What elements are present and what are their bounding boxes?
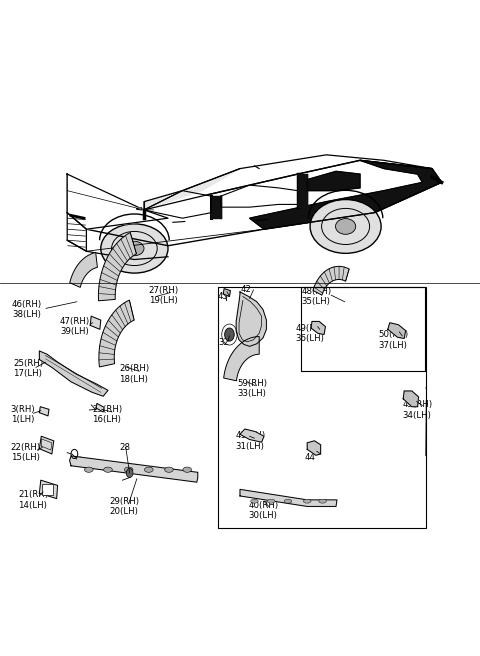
Ellipse shape bbox=[284, 499, 292, 503]
Polygon shape bbox=[221, 185, 298, 207]
Polygon shape bbox=[39, 436, 54, 454]
Polygon shape bbox=[250, 160, 442, 229]
Polygon shape bbox=[98, 232, 136, 301]
Polygon shape bbox=[240, 489, 337, 506]
Ellipse shape bbox=[124, 467, 133, 472]
Text: 41(RH)
31(LH): 41(RH) 31(LH) bbox=[235, 431, 265, 451]
Text: 42: 42 bbox=[241, 285, 252, 295]
Bar bbox=[218, 287, 426, 528]
Ellipse shape bbox=[336, 218, 356, 234]
Polygon shape bbox=[39, 480, 58, 499]
Polygon shape bbox=[99, 300, 134, 367]
Text: 49(RH)
36(LH): 49(RH) 36(LH) bbox=[296, 323, 325, 343]
Text: 50(RH)
37(LH): 50(RH) 37(LH) bbox=[378, 330, 408, 350]
Text: 32: 32 bbox=[219, 338, 230, 347]
Polygon shape bbox=[67, 213, 86, 251]
Bar bbox=[42, 484, 53, 495]
Ellipse shape bbox=[303, 499, 311, 503]
Text: 28: 28 bbox=[119, 443, 130, 452]
Polygon shape bbox=[70, 253, 97, 287]
Text: 45(RH)
34(LH): 45(RH) 34(LH) bbox=[402, 400, 432, 420]
Ellipse shape bbox=[101, 224, 168, 273]
Polygon shape bbox=[39, 351, 108, 396]
Bar bbox=[301, 287, 425, 371]
Text: 25(RH)
17(LH): 25(RH) 17(LH) bbox=[13, 359, 44, 379]
Polygon shape bbox=[223, 289, 230, 297]
Polygon shape bbox=[70, 456, 198, 482]
Polygon shape bbox=[388, 323, 406, 338]
Polygon shape bbox=[67, 174, 168, 229]
Text: 43: 43 bbox=[218, 292, 229, 301]
Ellipse shape bbox=[125, 241, 144, 256]
Polygon shape bbox=[144, 169, 240, 210]
Polygon shape bbox=[144, 191, 211, 218]
Text: 59(RH)
33(LH): 59(RH) 33(LH) bbox=[237, 379, 267, 398]
Ellipse shape bbox=[251, 499, 258, 503]
Ellipse shape bbox=[84, 467, 93, 472]
Polygon shape bbox=[403, 391, 419, 407]
Polygon shape bbox=[90, 316, 101, 329]
Ellipse shape bbox=[319, 499, 326, 503]
Ellipse shape bbox=[267, 499, 275, 503]
Polygon shape bbox=[144, 155, 432, 210]
Text: 44: 44 bbox=[305, 453, 316, 462]
Polygon shape bbox=[307, 171, 360, 191]
Ellipse shape bbox=[104, 467, 112, 472]
Text: 3(RH)
1(LH): 3(RH) 1(LH) bbox=[11, 405, 35, 424]
Polygon shape bbox=[311, 321, 325, 335]
Polygon shape bbox=[236, 292, 266, 346]
Text: 26(RH)
18(LH): 26(RH) 18(LH) bbox=[119, 364, 149, 384]
Text: 21(RH)
14(LH): 21(RH) 14(LH) bbox=[18, 490, 48, 510]
Polygon shape bbox=[307, 441, 321, 455]
Text: 24: 24 bbox=[71, 456, 82, 465]
Ellipse shape bbox=[183, 467, 192, 472]
Text: 40(RH)
30(LH): 40(RH) 30(LH) bbox=[249, 501, 279, 520]
Polygon shape bbox=[67, 160, 442, 246]
Circle shape bbox=[126, 468, 133, 478]
Polygon shape bbox=[96, 403, 104, 412]
Circle shape bbox=[225, 328, 234, 341]
Polygon shape bbox=[137, 208, 142, 210]
Polygon shape bbox=[39, 407, 49, 416]
Text: 47(RH)
39(LH): 47(RH) 39(LH) bbox=[60, 317, 90, 337]
Polygon shape bbox=[313, 266, 349, 295]
Polygon shape bbox=[224, 337, 259, 380]
Text: 23(RH)
16(LH): 23(RH) 16(LH) bbox=[92, 405, 122, 424]
Text: 22(RH)
15(LH): 22(RH) 15(LH) bbox=[11, 443, 41, 462]
Ellipse shape bbox=[144, 467, 153, 472]
Polygon shape bbox=[240, 429, 264, 442]
Polygon shape bbox=[211, 196, 221, 218]
Text: 29(RH)
20(LH): 29(RH) 20(LH) bbox=[109, 497, 139, 516]
Text: 48(RH)
35(LH): 48(RH) 35(LH) bbox=[301, 287, 332, 306]
Text: 46(RH)
38(LH): 46(RH) 38(LH) bbox=[12, 300, 42, 319]
Ellipse shape bbox=[165, 467, 173, 472]
Polygon shape bbox=[298, 174, 307, 207]
Text: 27(RH)
19(LH): 27(RH) 19(LH) bbox=[149, 285, 179, 305]
Ellipse shape bbox=[310, 199, 381, 253]
